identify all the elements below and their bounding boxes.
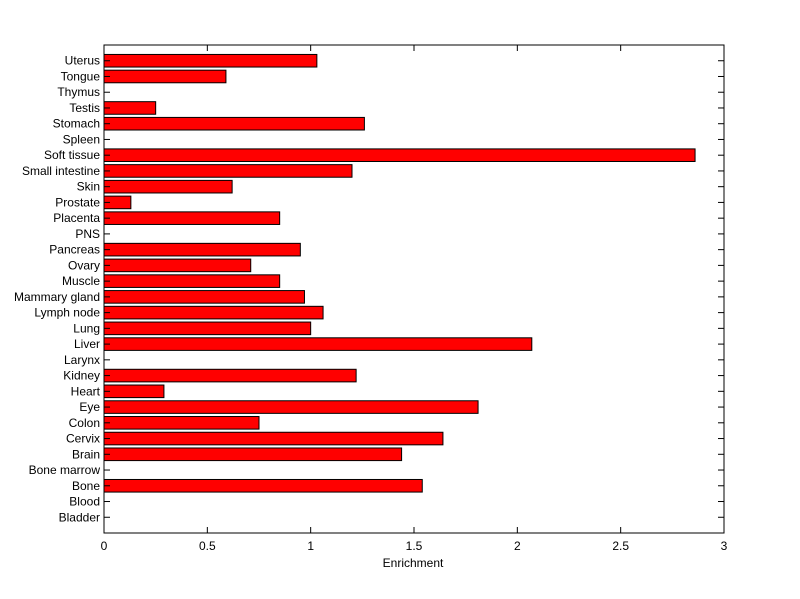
bar-placenta <box>103 211 281 225</box>
bar-mammary-gland <box>103 290 305 304</box>
y-tick-label: Testis <box>69 101 100 115</box>
y-tick-label: Heart <box>71 384 101 398</box>
y-tick-label: Eye <box>79 400 100 414</box>
bar-colon <box>103 416 260 430</box>
y-tick-label: Soft tissue <box>44 148 100 162</box>
bar-cervix <box>103 431 444 446</box>
y-tick-label: Colon <box>69 416 100 430</box>
x-tick-label: 2.5 <box>612 539 629 553</box>
y-tick-label: Bone <box>72 479 100 493</box>
y-tick-label: Uterus <box>65 54 100 68</box>
y-tick-label: Bone marrow <box>29 463 101 477</box>
y-tick-label: PNS <box>75 227 100 241</box>
bar-bone <box>103 478 423 493</box>
bar-pancreas <box>103 242 301 257</box>
x-tick-label: 0 <box>101 539 108 553</box>
y-tick-label: Mammary gland <box>14 290 100 304</box>
bar-liver <box>103 337 533 351</box>
y-tick-label: Brain <box>72 447 100 461</box>
y-tick-label: Stomach <box>53 117 100 131</box>
bar-small-intestine <box>103 164 353 178</box>
x-tick-label: 1.5 <box>406 539 423 553</box>
plot-frame <box>103 44 725 534</box>
bar-stomach <box>103 116 365 131</box>
y-tick-label: Placenta <box>53 211 100 225</box>
x-tick-label: 2 <box>514 539 521 553</box>
bar-ovary <box>103 258 252 273</box>
y-tick-label: Cervix <box>66 432 100 446</box>
y-tick-label: Bladder <box>59 510 100 524</box>
bar-lung <box>103 321 312 336</box>
bar-eye <box>103 400 479 414</box>
x-ticks-group: 0 0.5 1 1.5 2 2.5 3 <box>101 45 728 553</box>
bar-uterus <box>103 53 318 68</box>
bar-muscle <box>103 274 281 288</box>
y-tick-label: Larynx <box>64 353 100 367</box>
x-axis-label: Enrichment <box>383 556 444 570</box>
bar-lymph-node <box>103 305 324 320</box>
bar-heart <box>103 384 165 399</box>
y-tick-label: Skin <box>77 180 100 194</box>
bar-brain <box>103 447 403 462</box>
bar-tongue <box>103 69 227 84</box>
y-tick-label: Ovary <box>68 258 100 272</box>
y-tick-label: Muscle <box>62 274 100 288</box>
y-tick-label: Lymph node <box>34 306 100 320</box>
y-tick-label: Liver <box>74 337 100 351</box>
bar-kidney <box>103 368 357 383</box>
y-tick-label: Lung <box>73 321 100 335</box>
y-tick-label: Pancreas <box>49 243 100 257</box>
y-tick-label: Spleen <box>63 132 100 146</box>
bar-soft-tissue <box>103 148 696 162</box>
y-tick-label: Prostate <box>55 195 100 209</box>
y-tick-label: Tongue <box>61 69 101 83</box>
y-tick-label: Blood <box>69 495 100 509</box>
y-tick-label: Small intestine <box>22 164 100 178</box>
bar-testis <box>103 101 157 115</box>
y-tick-label: Thymus <box>57 85 100 99</box>
y-tick-label: Kidney <box>63 369 100 383</box>
bar-skin <box>103 179 233 194</box>
x-tick-label: 1 <box>307 539 314 553</box>
x-tick-label: 0.5 <box>199 539 216 553</box>
x-tick-label: 3 <box>721 539 728 553</box>
